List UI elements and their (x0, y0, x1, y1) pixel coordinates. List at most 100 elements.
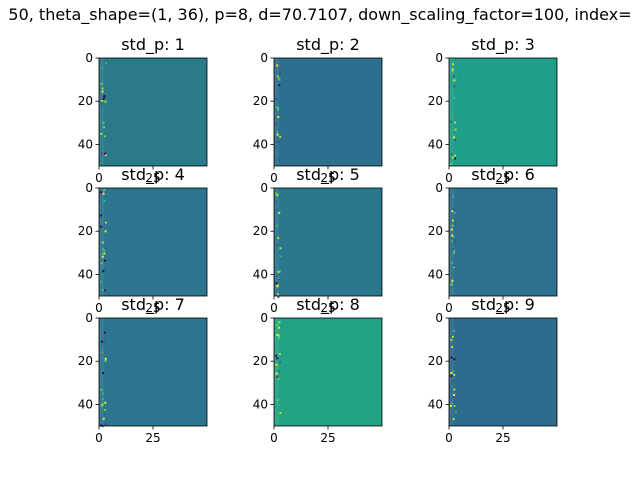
y-tick-label: 20 (428, 94, 443, 108)
pixel-speckle (104, 357, 107, 360)
x-tick-label: 25 (495, 431, 510, 445)
pixel-speckle (101, 253, 104, 255)
pixel-speckle (453, 211, 456, 214)
pixel-speckle (278, 353, 281, 356)
x-tick-label: 0 (445, 301, 453, 315)
pixel-speckle (451, 380, 454, 383)
pixel-speckle (103, 126, 105, 129)
pixel-speckle (275, 106, 278, 109)
x-tick-label: 25 (145, 431, 160, 445)
pixel-speckle (450, 356, 453, 359)
y-tick-label: 20 (428, 354, 443, 368)
pixel-speckle (452, 395, 455, 398)
edge-stripe (449, 58, 454, 166)
pixel-speckle (102, 392, 105, 395)
pixel-speckle (277, 295, 280, 298)
pixel-speckle (103, 95, 106, 98)
pixel-speckle (275, 354, 278, 357)
pixel-speckle (453, 388, 456, 391)
edge-stripe (274, 188, 279, 296)
pixel-speckle (275, 416, 278, 419)
pixel-speckle (451, 70, 454, 73)
pixel-speckle (279, 361, 281, 364)
x-tick-label: 25 (320, 171, 335, 185)
pixel-speckle (277, 116, 280, 118)
pixel-speckle (102, 270, 105, 273)
heatmap-image (274, 188, 382, 296)
pixel-speckle (278, 326, 280, 329)
pixel-speckle (277, 418, 280, 421)
heatmap-image (274, 318, 382, 426)
y-tick-label: 40 (253, 267, 268, 281)
pixel-speckle (101, 90, 104, 93)
pixel-speckle (453, 373, 456, 376)
pixel-speckle (450, 163, 453, 165)
y-tick-label: 0 (85, 181, 93, 195)
pixel-speckle (278, 211, 281, 214)
pixel-speckle (454, 410, 457, 413)
pixel-speckle (450, 153, 453, 156)
pixel-speckle (452, 79, 455, 82)
pixel-speckle (453, 358, 456, 361)
pixel-speckle (451, 335, 454, 338)
x-tick-label: 0 (95, 301, 103, 315)
subplot-title: std_p: 6 (471, 165, 535, 185)
pixel-speckle (276, 333, 279, 336)
pixel-speckle (453, 249, 456, 252)
pixel-speckle (277, 334, 280, 337)
pixel-speckle (101, 340, 103, 343)
pixel-speckle (452, 248, 455, 251)
pixel-speckle (275, 224, 278, 227)
pixel-speckle (277, 293, 279, 296)
x-tick-label: 25 (495, 171, 510, 185)
pixel-speckle (453, 85, 456, 88)
subplot-title: std_p: 4 (121, 165, 185, 185)
pixel-speckle (452, 264, 455, 267)
pixel-speckle (279, 412, 282, 414)
pixel-speckle (103, 341, 106, 344)
pixel-speckle (275, 122, 278, 125)
pixel-speckle (100, 404, 103, 407)
x-tick-label: 0 (445, 171, 453, 185)
pixel-speckle (101, 87, 104, 90)
pixel-speckle (453, 394, 456, 396)
y-tick-label: 40 (78, 397, 93, 411)
pixel-speckle (451, 156, 454, 159)
pixel-speckle (102, 372, 105, 375)
y-tick-label: 40 (253, 137, 268, 151)
pixel-speckle (100, 82, 103, 85)
figure-suptitle: 50, theta_shape=(1, 36), p=8, d=70.7107,… (8, 5, 631, 25)
pixel-speckle (451, 234, 454, 237)
pixel-speckle (453, 405, 456, 407)
edge-stripe (274, 58, 279, 166)
pixel-speckle (276, 325, 279, 328)
pixel-speckle (275, 200, 278, 203)
pixel-speckle (450, 404, 452, 407)
pixel-speckle (454, 76, 457, 79)
y-tick-label: 20 (78, 94, 93, 108)
pixel-speckle (276, 357, 279, 360)
pixel-speckle (104, 247, 107, 249)
pixel-speckle (277, 270, 280, 273)
pixel-speckle (450, 120, 453, 123)
pixel-speckle (100, 280, 102, 283)
pixel-speckle (451, 282, 453, 285)
pixel-speckle (100, 103, 103, 106)
pixel-speckle (451, 240, 453, 243)
pixel-speckle (276, 275, 279, 278)
pixel-speckle (102, 350, 105, 353)
pixel-speckle (102, 121, 105, 124)
pixel-speckle (452, 136, 455, 139)
x-tick-label: 0 (95, 171, 103, 185)
y-tick-label: 0 (260, 181, 268, 195)
subplot-title: std_p: 2 (296, 35, 360, 55)
pixel-speckle (101, 241, 104, 244)
subplot-title: std_p: 7 (121, 295, 185, 315)
pixel-speckle (276, 323, 279, 326)
y-tick-label: 0 (435, 51, 443, 65)
edge-stripe (274, 318, 279, 426)
x-tick-label: 0 (445, 431, 453, 445)
pixel-speckle (100, 132, 103, 135)
pixel-speckle (104, 135, 106, 138)
